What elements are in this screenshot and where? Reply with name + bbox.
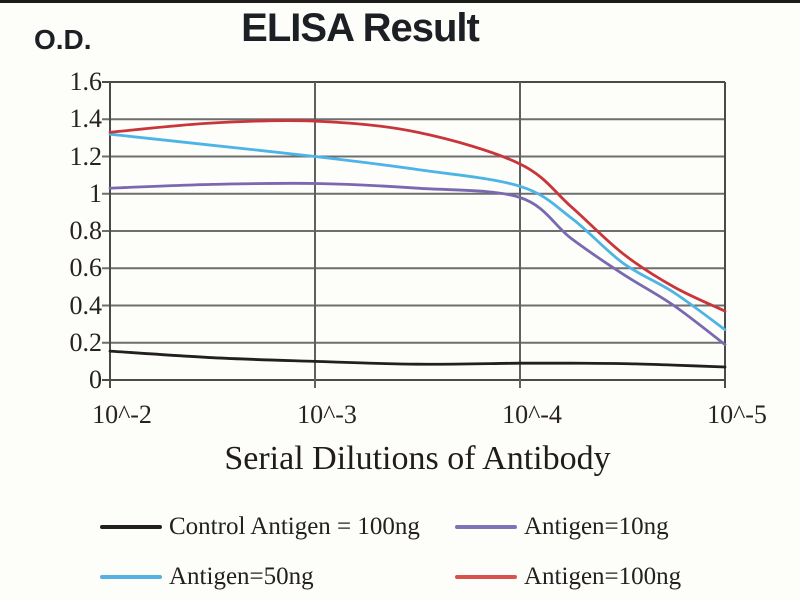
x-axis-tick-labels: 10^-2 10^-3 10^-4 10^-5 <box>0 400 800 434</box>
chart-title: ELISA Result <box>241 6 480 50</box>
x-tick-label: 10^-2 <box>92 400 152 429</box>
legend-label: Antigen=100ng <box>524 563 682 590</box>
y-tick-label: 1.2 <box>69 141 103 171</box>
x-tick-label: 10^-5 <box>707 400 767 429</box>
y-tick-label: 1.4 <box>69 104 103 134</box>
legend-label: Control Antigen = 100ng <box>169 513 420 540</box>
y-tick-label: 1 <box>89 178 102 208</box>
legend-item-antigen-100ng: Antigen=100ng <box>455 562 681 592</box>
legend-item-control-antigen: Control Antigen = 100ng <box>100 512 420 542</box>
legend-line-black <box>100 525 162 529</box>
legend-line-purple <box>455 525 517 529</box>
y-tick-label: 1.6 <box>69 67 103 96</box>
legend-item-antigen-10ng: Antigen=10ng <box>455 512 669 542</box>
y-tick-label: 0 <box>89 365 102 394</box>
legend-item-antigen-50ng: Antigen=50ng <box>100 562 314 592</box>
image-top-border <box>0 0 800 3</box>
legend-line-red <box>455 575 517 579</box>
plot-area <box>102 81 727 388</box>
y-axis-unit-label: O.D. <box>34 24 92 55</box>
y-axis-tick-labels: 1.6 1.4 1.2 1 0.8 0.6 0.4 0.2 0 <box>28 69 103 393</box>
y-tick-label: 0.6 <box>69 253 103 283</box>
y-tick-label: 0.2 <box>69 327 103 357</box>
y-tick-label: 0.4 <box>69 290 103 320</box>
legend-label: Antigen=10ng <box>524 513 669 540</box>
x-tick-label: 10^-3 <box>297 400 357 429</box>
y-tick-label: 0.8 <box>69 216 103 245</box>
legend-label: Antigen=50ng <box>169 563 314 590</box>
x-tick-label: 10^-4 <box>502 400 562 429</box>
legend-line-cyan <box>100 575 162 579</box>
x-axis-title: Serial Dilutions of Antibody <box>224 440 611 477</box>
